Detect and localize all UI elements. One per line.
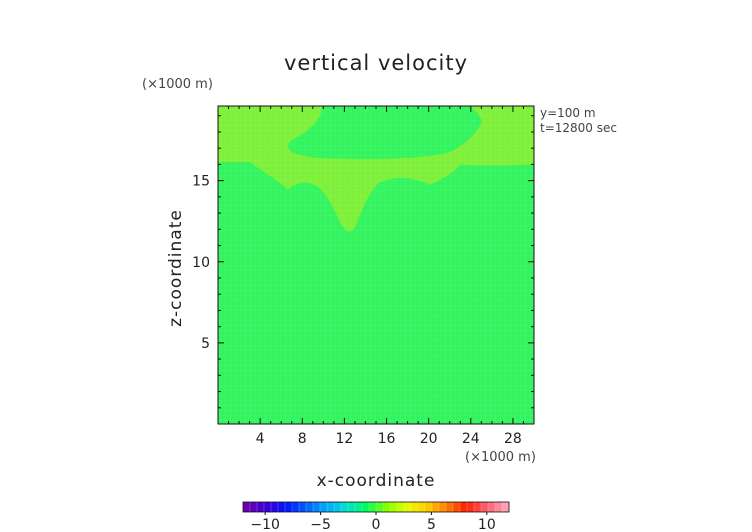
colorbar-swatch: [481, 502, 489, 512]
colorbar-swatch: [495, 502, 503, 512]
fine-grid: [218, 106, 534, 424]
colorbar-swatch: [376, 502, 384, 512]
colorbar-swatch: [397, 502, 405, 512]
x-axis-title: x-coordinate: [317, 471, 436, 491]
colorbar-swatch: [264, 502, 272, 512]
colorbar-swatch: [341, 502, 349, 512]
colorbar-tick-label: −10: [250, 517, 280, 532]
colorbar-swatch: [292, 502, 300, 512]
y-tick-label: 5: [201, 336, 210, 352]
colorbar-swatch: [348, 502, 356, 512]
y-tick-label: 15: [192, 174, 210, 190]
colorbar-swatch: [488, 502, 496, 512]
colorbar-swatch: [299, 502, 307, 512]
x-tick-label: 24: [462, 431, 480, 447]
x-tick-label: 20: [420, 431, 438, 447]
colorbar-swatch: [432, 502, 440, 512]
colorbar-tick-label: 5: [427, 517, 436, 532]
colorbar-tick-label: 10: [478, 517, 496, 532]
colorbar-swatch: [306, 502, 314, 512]
y-unit-label: (×1000 m): [142, 77, 213, 92]
annotation-time: t=12800 sec: [540, 121, 617, 135]
colorbar-swatch: [334, 502, 342, 512]
colorbar-swatch: [313, 502, 321, 512]
colorbar-swatch: [467, 502, 475, 512]
colorbar-swatch: [404, 502, 412, 512]
colorbar-swatch: [418, 502, 426, 512]
colorbar-swatch: [355, 502, 363, 512]
annotation-y-level: y=100 m: [540, 106, 596, 120]
colorbar-swatch: [327, 502, 335, 512]
y-tick-label: 10: [192, 255, 210, 271]
x-tick-label: 4: [256, 431, 265, 447]
colorbar-swatch: [362, 502, 370, 512]
colorbar-swatch: [460, 502, 468, 512]
y-axis-ticks: 5 10 15: [192, 115, 534, 409]
x-tick-label: 16: [378, 431, 396, 447]
colorbar-swatch: [453, 502, 461, 512]
colorbar-swatch: [285, 502, 293, 512]
colorbar-swatch: [446, 502, 454, 512]
x-axis-ticks: 4 8 12 16 20 24 28: [228, 106, 524, 447]
colorbar-swatch: [411, 502, 419, 512]
heatmap-field: [217, 105, 535, 425]
colorbar-tick-label: 0: [372, 517, 381, 532]
colorbar-swatch: [250, 502, 258, 512]
colorbar-swatch: [278, 502, 286, 512]
chart-title: vertical velocity: [284, 51, 468, 75]
colorbar-swatch: [425, 502, 433, 512]
colorbar-swatch: [257, 502, 265, 512]
colorbar-swatch: [383, 502, 391, 512]
colorbar-swatch: [439, 502, 447, 512]
colorbar: −10 −5 0 5 10: [242, 501, 510, 532]
colorbar-swatch: [369, 502, 377, 512]
colorbar-tick-label: −5: [310, 517, 331, 532]
colorbar-swatch: [502, 502, 510, 512]
x-unit-label: (×1000 m): [465, 450, 536, 465]
y-axis-title: z-coordinate: [166, 209, 186, 327]
colorbar-swatch: [474, 502, 482, 512]
x-tick-label: 28: [504, 431, 522, 447]
colorbar-swatch: [271, 502, 279, 512]
colorbar-swatch: [320, 502, 328, 512]
colorbar-swatch: [390, 502, 398, 512]
colorbar-swatch: [243, 502, 251, 512]
x-tick-label: 8: [298, 431, 307, 447]
x-tick-label: 12: [335, 431, 353, 447]
